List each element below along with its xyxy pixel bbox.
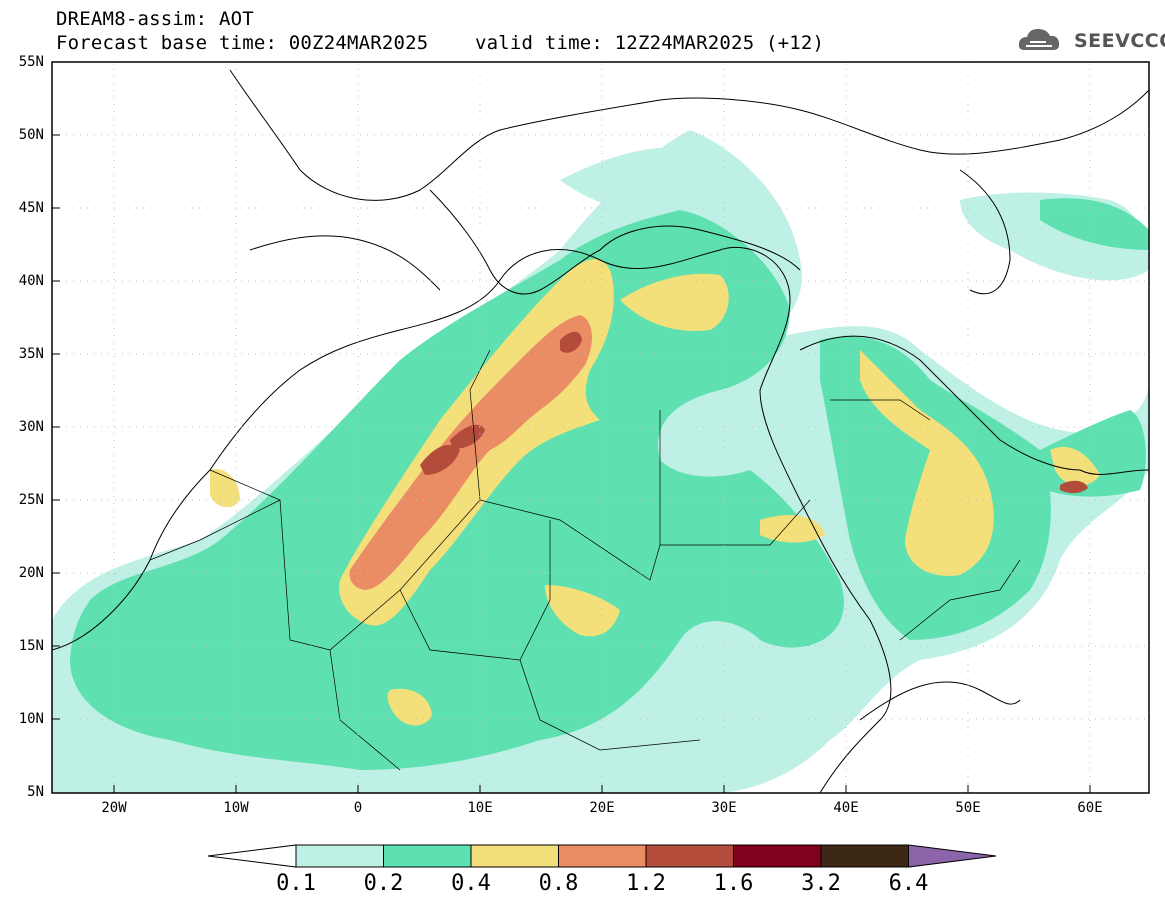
colorbar-label: 0.4: [451, 871, 491, 896]
aot-field: [52, 130, 1149, 793]
lat-label: 15N: [18, 638, 44, 654]
seevccc-logo: [1018, 29, 1060, 50]
colorbar-label: 0.2: [363, 871, 404, 896]
colorbar-swatch-5: [645, 844, 734, 868]
lat-label: 45N: [18, 200, 44, 216]
colorbar-label: 1.2: [626, 871, 666, 896]
lat-label: 5N: [27, 784, 44, 800]
lat-label: 55N: [18, 54, 44, 70]
colorbar-label: 3.2: [801, 871, 841, 896]
forecast-time-line: Forecast base time: 00Z24MAR2025 valid t…: [56, 32, 825, 54]
aot-level-0.8: [349, 315, 592, 590]
coastlines: [52, 69, 1149, 793]
lon-label: 20W: [101, 800, 127, 816]
colorbar-label: 0.8: [538, 871, 579, 896]
graticule: [52, 62, 1149, 793]
colorbar-swatch-6: [733, 844, 822, 868]
colorbar-label: 0.1: [276, 871, 316, 896]
colorbar-over-arrow: [908, 844, 997, 868]
colorbar-swatch-1: [295, 844, 384, 868]
lon-label: 10W: [223, 800, 249, 816]
map-title: DREAM8-assim: AOT: [56, 8, 254, 30]
colorbar-under-arrow: [207, 844, 297, 868]
lat-label: 20N: [18, 565, 44, 581]
lon-label: 20E: [589, 800, 615, 816]
lat-label: 30N: [18, 419, 44, 435]
lon-label: 0: [353, 800, 363, 816]
colorbar: [207, 844, 997, 868]
lon-label: 40E: [833, 800, 859, 816]
lat-label: 40N: [18, 273, 44, 289]
lon-label: 50E: [955, 800, 981, 816]
lat-label: 50N: [18, 127, 44, 143]
lat-label: 35N: [18, 346, 44, 362]
colorbar-swatch-3: [470, 844, 559, 868]
colorbar-swatch-2: [383, 844, 472, 868]
colorbar-label: 1.6: [713, 871, 754, 896]
tick-marks: [52, 61, 1091, 793]
lat-label: 10N: [18, 711, 44, 727]
logo-text: SEEVCCC: [1074, 30, 1165, 52]
colorbar-label: 6.4: [888, 871, 929, 896]
lat-label: 25N: [18, 492, 44, 508]
lon-label: 60E: [1077, 800, 1103, 816]
colorbar-swatch-7: [820, 844, 909, 868]
colorbar-swatch-4: [558, 844, 647, 868]
aot-level-1.2: [420, 331, 1088, 494]
lon-label: 30E: [711, 800, 737, 816]
lon-label: 10E: [467, 800, 493, 816]
